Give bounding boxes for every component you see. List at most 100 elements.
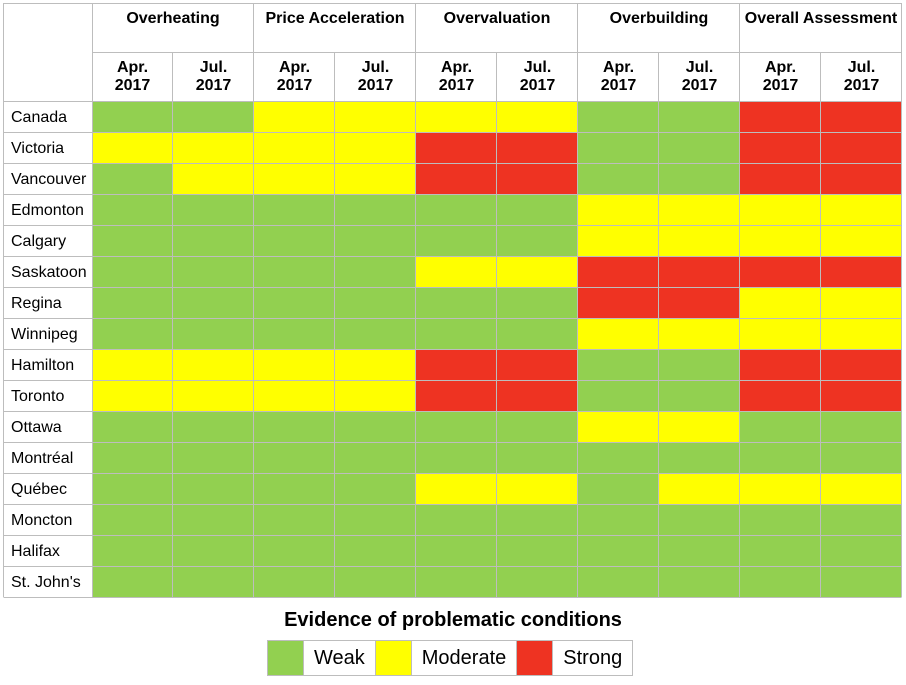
row-label: Saskatoon	[11, 264, 87, 281]
cell-2-6	[578, 163, 659, 194]
cell-6-7	[659, 287, 740, 318]
cell-11-7	[659, 442, 740, 473]
cell-15-4	[416, 566, 497, 597]
cell-0-3	[335, 101, 416, 132]
period-header: Apr. 2017	[439, 59, 475, 94]
row-label: Regina	[11, 295, 62, 312]
cell-4-4	[416, 225, 497, 256]
period-header: Apr. 2017	[763, 59, 799, 94]
cell-4-9	[821, 225, 902, 256]
cell-7-2	[254, 318, 335, 349]
cell-8-1	[173, 349, 254, 380]
cell-6-1	[173, 287, 254, 318]
cell-12-8	[740, 473, 821, 504]
cell-10-6	[578, 411, 659, 442]
cell-9-7	[659, 380, 740, 411]
cell-5-4	[416, 256, 497, 287]
cell-10-2	[254, 411, 335, 442]
cell-1-7	[659, 132, 740, 163]
cell-13-6	[578, 504, 659, 535]
cell-11-4	[416, 442, 497, 473]
cell-2-4	[416, 163, 497, 194]
cell-10-4	[416, 411, 497, 442]
cell-6-2	[254, 287, 335, 318]
row-label: Edmonton	[11, 202, 84, 219]
cell-13-0	[92, 504, 173, 535]
cell-4-1	[173, 225, 254, 256]
group-header: Overvaluation	[444, 10, 551, 27]
cell-9-6	[578, 380, 659, 411]
cell-15-2	[254, 566, 335, 597]
legend-swatch	[517, 641, 554, 675]
cell-2-2	[254, 163, 335, 194]
cell-5-3	[335, 256, 416, 287]
legend: Weak Moderate Strong	[267, 640, 634, 676]
cell-9-0	[92, 380, 173, 411]
cell-13-4	[416, 504, 497, 535]
cell-2-0	[92, 163, 173, 194]
cell-7-7	[659, 318, 740, 349]
cell-1-1	[173, 132, 254, 163]
cell-6-8	[740, 287, 821, 318]
cell-15-8	[740, 566, 821, 597]
cell-5-7	[659, 256, 740, 287]
cell-7-1	[173, 318, 254, 349]
cell-10-0	[92, 411, 173, 442]
cell-13-9	[821, 504, 902, 535]
legend-label: Weak	[314, 647, 365, 669]
cell-14-0	[92, 535, 173, 566]
cell-11-3	[335, 442, 416, 473]
heatmap-table: Overheating Price Acceleration Overvaluati…	[3, 3, 902, 598]
cell-8-7	[659, 349, 740, 380]
row-label: Winnipeg	[11, 326, 78, 343]
cell-4-8	[740, 225, 821, 256]
cell-0-9	[821, 101, 902, 132]
cell-9-8	[740, 380, 821, 411]
cell-4-6	[578, 225, 659, 256]
cell-6-9	[821, 287, 902, 318]
cell-12-7	[659, 473, 740, 504]
legend-swatch	[268, 641, 304, 675]
group-header: Overbuilding	[610, 10, 709, 27]
group-header: Overall Assessment	[745, 10, 898, 27]
cell-5-8	[740, 256, 821, 287]
legend-item: Strong	[517, 641, 632, 675]
cell-4-5	[497, 225, 578, 256]
row-label: Ottawa	[11, 419, 62, 436]
row-label: Calgary	[11, 233, 66, 250]
cell-6-0	[92, 287, 173, 318]
period-header: Apr. 2017	[277, 59, 313, 94]
cell-11-9	[821, 442, 902, 473]
cell-1-9	[821, 132, 902, 163]
period-header: Jul. 2017	[358, 59, 394, 94]
cell-10-9	[821, 411, 902, 442]
grid-lines	[3, 3, 902, 598]
group-header: Price Acceleration	[265, 10, 404, 27]
cell-4-7	[659, 225, 740, 256]
cell-2-7	[659, 163, 740, 194]
cell-1-3	[335, 132, 416, 163]
row-label: Canada	[11, 109, 67, 126]
cell-0-5	[497, 101, 578, 132]
cell-5-0	[92, 256, 173, 287]
cell-13-1	[173, 504, 254, 535]
legend-label: Moderate	[421, 647, 507, 669]
cell-9-3	[335, 380, 416, 411]
cell-14-4	[416, 535, 497, 566]
cell-8-4	[416, 349, 497, 380]
cell-6-5	[497, 287, 578, 318]
cell-13-3	[335, 504, 416, 535]
row-label: Hamilton	[11, 357, 74, 374]
cell-12-1	[173, 473, 254, 504]
cell-14-2	[254, 535, 335, 566]
cell-15-6	[578, 566, 659, 597]
cell-11-0	[92, 442, 173, 473]
legend-swatch	[375, 641, 412, 675]
cell-3-9	[821, 194, 902, 225]
cell-0-6	[578, 101, 659, 132]
row-label: St. John's	[11, 574, 81, 591]
cell-7-6	[578, 318, 659, 349]
cell-7-0	[92, 318, 173, 349]
cell-12-0	[92, 473, 173, 504]
cell-1-5	[497, 132, 578, 163]
